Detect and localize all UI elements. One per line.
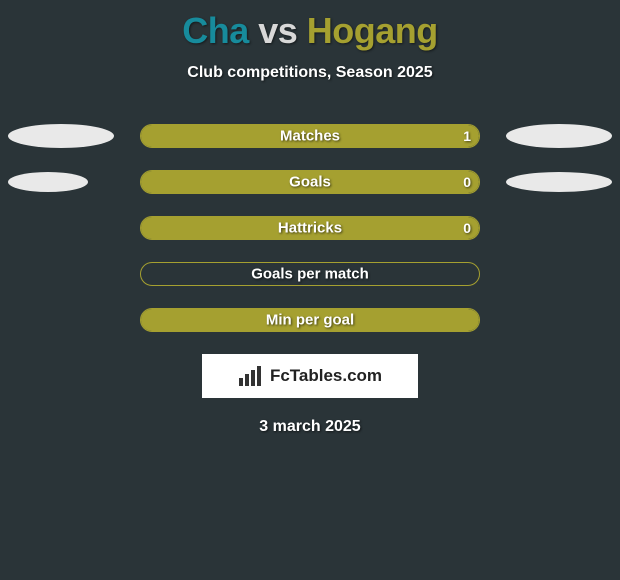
stat-label: Goals per match xyxy=(141,266,479,283)
stat-label: Min per goal xyxy=(141,312,479,329)
player2-name: Hogang xyxy=(307,10,438,51)
logo-box: FcTables.com xyxy=(202,354,418,398)
stat-label: Goals xyxy=(141,174,479,191)
ellipse-right-icon xyxy=(506,124,612,148)
bars-icon xyxy=(238,366,264,386)
stat-value: 0 xyxy=(463,220,471,236)
stat-bar: Hattricks 0 xyxy=(140,216,480,240)
vs-text: vs xyxy=(258,10,297,51)
player1-name: Cha xyxy=(182,10,249,51)
stat-bar: Min per goal xyxy=(140,308,480,332)
stat-value: 1 xyxy=(463,128,471,144)
ellipse-left-icon xyxy=(8,172,88,192)
stat-row: Goals 0 xyxy=(0,170,620,194)
subtitle: Club competitions, Season 2025 xyxy=(0,64,620,82)
page-title: Cha vs Hogang xyxy=(0,0,620,52)
stats-container: Matches 1 Goals 0 Hattricks 0 Goals per … xyxy=(0,124,620,332)
stat-bar: Goals per match xyxy=(140,262,480,286)
stat-label: Hattricks xyxy=(141,220,479,237)
stat-bar: Goals 0 xyxy=(140,170,480,194)
ellipse-right-icon xyxy=(506,172,612,192)
stat-row: Hattricks 0 xyxy=(0,216,620,240)
stat-value: 0 xyxy=(463,174,471,190)
stat-row: Goals per match xyxy=(0,262,620,286)
stat-label: Matches xyxy=(141,128,479,145)
stat-row: Matches 1 xyxy=(0,124,620,148)
logo-text: FcTables.com xyxy=(270,366,382,386)
stat-bar: Matches 1 xyxy=(140,124,480,148)
stat-row: Min per goal xyxy=(0,308,620,332)
date-text: 3 march 2025 xyxy=(0,418,620,436)
ellipse-left-icon xyxy=(8,124,114,148)
